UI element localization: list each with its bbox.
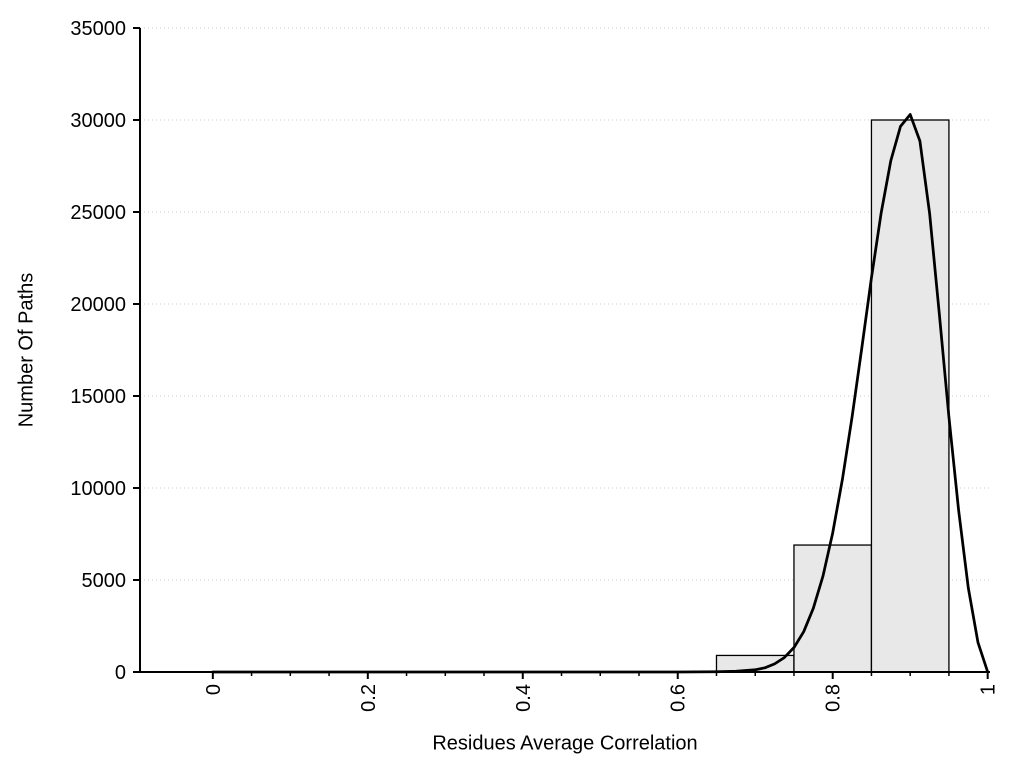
y-tick-label: 5000 [82, 570, 127, 592]
x-tick-label: 0.4 [513, 684, 535, 712]
x-tick-label: 1 [978, 684, 1000, 695]
histogram-bar [870, 119, 950, 673]
x-tick-label: 0.6 [668, 684, 690, 712]
y-tick-label: 0 [115, 662, 126, 684]
y-tick-label: 15000 [70, 386, 126, 408]
x-axis-title: Residues Average Correlation [432, 732, 698, 755]
y-axis-title: Number Of Paths [15, 272, 38, 428]
x-tick-label: 0 [203, 684, 225, 695]
y-tick-label: 30000 [70, 110, 126, 132]
x-tick-label: 0.2 [358, 684, 380, 712]
histogram-bar [793, 544, 873, 673]
y-tick-label: 35000 [70, 18, 126, 40]
y-tick-label: 20000 [70, 294, 126, 316]
x-tick-label: 0.8 [823, 684, 845, 712]
y-tick-label: 10000 [70, 478, 126, 500]
y-tick-label: 25000 [70, 202, 126, 224]
